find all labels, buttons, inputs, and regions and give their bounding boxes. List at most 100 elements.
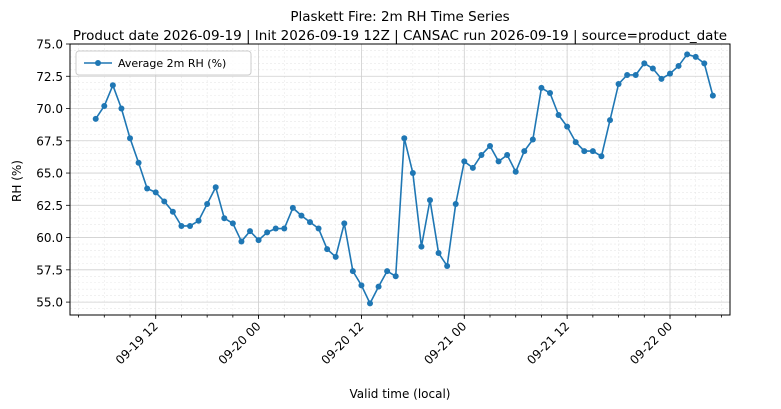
series-layer — [93, 51, 716, 306]
rh-data-point — [170, 209, 176, 215]
rh-data-point — [256, 237, 262, 243]
rh-data-point — [556, 112, 562, 118]
rh-data-point — [153, 189, 159, 195]
rh-data-point — [247, 228, 253, 234]
rh-data-point — [487, 143, 493, 149]
rh-data-point — [616, 81, 622, 87]
rh-data-point — [298, 213, 304, 219]
rh-data-point — [230, 220, 236, 226]
x-tick-label: 09-19 12 — [113, 319, 161, 367]
x-axis: 09-19 12 09-20 00 09-20 12 09-21 00 09-21 12… — [79, 315, 722, 367]
rh-data-point — [513, 169, 519, 175]
chart-subtitle: Product date 2026-09-19 | Init 2026-09-1… — [73, 28, 727, 44]
y-axis-label: RH (%) — [10, 160, 24, 202]
rh-data-point — [367, 300, 373, 306]
rh-data-point — [564, 124, 570, 130]
rh-data-point — [178, 223, 184, 229]
rh-data-point — [101, 103, 107, 109]
rh-data-point — [110, 82, 116, 88]
y-tick-label: 55.0 — [36, 296, 63, 310]
y-tick-label: 75.0 — [36, 38, 63, 52]
rh-data-point — [384, 268, 390, 274]
rh-data-point — [118, 106, 124, 112]
y-tick-label: 72.5 — [36, 70, 63, 84]
rh-data-point — [667, 71, 673, 77]
legend: Average 2m RH (%) — [76, 51, 251, 75]
rh-data-point — [136, 160, 142, 166]
y-tick-label: 57.5 — [36, 263, 63, 277]
rh-data-point — [196, 218, 202, 224]
rh-data-point — [633, 72, 639, 78]
x-axis-label: Valid time (local) — [350, 387, 451, 401]
rh-data-point — [333, 254, 339, 260]
rh-data-point — [598, 153, 604, 159]
rh-data-point — [701, 60, 707, 66]
y-tick-label: 65.0 — [36, 167, 63, 181]
rh-data-point — [470, 165, 476, 171]
rh-data-point — [521, 148, 527, 154]
rh-data-point — [264, 229, 270, 235]
y-axis: 55.0 57.5 60.0 62.5 65.0 67.5 70.0 72.5 75.0 — [36, 38, 70, 310]
x-tick-label: 09-20 00 — [216, 319, 264, 367]
rh-data-point — [358, 282, 364, 288]
rh-data-point — [590, 148, 596, 154]
rh-data-point — [221, 215, 227, 221]
rh-data-point — [427, 197, 433, 203]
rh-data-point — [418, 244, 424, 250]
rh-data-point — [204, 201, 210, 207]
legend-marker-swatch — [95, 60, 101, 66]
x-tick-label: 09-21 00 — [421, 319, 469, 367]
rh-data-point — [444, 263, 450, 269]
rh-data-point — [504, 152, 510, 158]
rh-data-point — [376, 284, 382, 290]
rh-data-point — [273, 226, 279, 232]
rh-data-point — [316, 226, 322, 232]
rh-data-point — [684, 51, 690, 57]
y-tick-label: 62.5 — [36, 199, 63, 213]
rh-data-point — [307, 219, 313, 225]
rh-data-point — [161, 198, 167, 204]
rh-data-point — [573, 139, 579, 145]
rh-series-line — [96, 54, 713, 303]
rh-data-point — [410, 170, 416, 176]
rh-data-point — [547, 90, 553, 96]
rh-data-point — [538, 85, 544, 91]
rh-data-point — [710, 93, 716, 99]
legend-label: Average 2m RH (%) — [118, 57, 226, 70]
rh-data-point — [676, 63, 682, 69]
rh-data-point — [496, 158, 502, 164]
x-tick-label: 09-20 12 — [318, 319, 366, 367]
minor-grid — [70, 44, 730, 315]
rh-data-point — [607, 117, 613, 123]
chart-title: Plaskett Fire: 2m RH Time Series — [290, 9, 509, 25]
rh-data-point — [461, 158, 467, 164]
rh-data-point — [641, 60, 647, 66]
rh-data-point — [393, 273, 399, 279]
rh-data-point — [453, 201, 459, 207]
y-tick-label: 67.5 — [36, 134, 63, 148]
rh-data-point — [93, 116, 99, 122]
rh-data-point — [187, 223, 193, 229]
x-tick-label: 09-22 00 — [627, 319, 675, 367]
rh-data-point — [478, 152, 484, 158]
rh-data-point — [624, 72, 630, 78]
rh-data-point — [693, 54, 699, 60]
rh-data-point — [530, 136, 536, 142]
y-tick-label: 60.0 — [36, 231, 63, 245]
rh-data-point — [281, 226, 287, 232]
rh-data-point — [290, 205, 296, 211]
rh-data-point — [341, 220, 347, 226]
rh-data-point — [650, 66, 656, 72]
rh-data-point — [436, 250, 442, 256]
rh-data-point — [581, 148, 587, 154]
rh-data-point — [213, 184, 219, 190]
y-tick-label: 70.0 — [36, 102, 63, 116]
rh-data-point — [324, 246, 330, 252]
rh-data-point — [127, 135, 133, 141]
rh-data-point — [238, 238, 244, 244]
rh-data-point — [144, 186, 150, 192]
rh-data-point — [401, 135, 407, 141]
rh-data-point — [350, 268, 356, 274]
x-tick-label: 09-21 12 — [524, 319, 572, 367]
